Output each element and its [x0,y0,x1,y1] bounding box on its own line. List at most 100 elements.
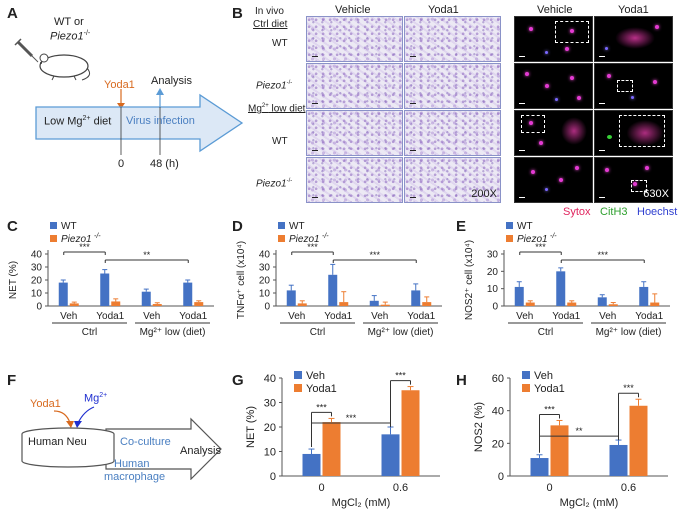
legend-swatch [50,235,57,242]
legend-label: Yoda1 [534,383,565,395]
y-tick-label: 0 [498,471,504,483]
ctrl-diet-label: Ctrl diet [253,19,288,30]
legend-cith3: CitH3 [600,206,628,218]
f-yoda1-label: Yoda1 [30,398,61,410]
bar [302,453,321,476]
diet-label: Low Mg2+ diet [44,115,111,128]
genotype-line1: WT or [54,16,84,28]
legend-swatch [294,371,302,379]
panel-label-d: D [232,218,243,235]
bar [328,274,338,306]
bar [650,302,660,306]
fluorescence-image: 630X [594,157,673,203]
time-48: 48 (h) [150,158,179,170]
row-label-piezo-1: Piezo1-/- [256,80,292,91]
bar [639,286,649,306]
panel-label-c: C [7,218,18,235]
bar [525,302,535,306]
y-tick-label: 10 [264,447,276,459]
group-label: Ctrl [310,327,326,338]
legend-swatch [522,371,530,379]
y-axis-label: NET (%) [245,406,257,448]
significance-label: *** [346,413,357,423]
y-tick-label: 10 [259,289,271,300]
fluorescence-image [594,63,673,109]
bar [629,405,648,476]
bar [339,302,349,306]
row-label-piezo-2: Piezo1-/- [256,178,292,189]
mg-diet-label: Mg2+ low diet [248,103,305,114]
y-tick-label: 40 [264,373,276,385]
y-axis-label: NOS2 (%) [473,402,485,452]
panel-label-f: F [7,372,17,389]
bar [597,297,607,306]
x-tick-label: Yoda1 [179,311,207,322]
mg-diet-sup: 2+ [261,103,269,109]
y-tick-label: 0 [264,302,270,313]
bar [111,301,121,306]
legend-label-sup: -/- [550,233,557,240]
coculture-label: Co-culture [120,436,171,448]
bar [183,282,193,306]
y-tick-label: 30 [264,398,276,410]
legend-label: Veh [534,370,553,382]
legend-swatch [50,222,57,229]
y-tick-label: 40 [492,406,504,418]
genotype-piezo-label: Piezo1-/- [50,30,90,43]
histology-image [404,110,501,156]
significance-label: *** [544,404,555,414]
group-label: Ctrl [538,327,554,338]
x-tick-label: 0.6 [621,482,636,494]
x-axis-label: MgCl₂ (mM) [560,497,619,509]
legend-label-sup: -/- [322,233,329,240]
diet-text: Low Mg [44,115,83,128]
macrophage-label-2: macrophage [104,471,166,483]
legend-hoechst: Hoechst [637,206,678,218]
chart-d: 0 10 20 30 40 TNFα⁺ cell (x10⁴) WT Piezo1 -/- Veh… [236,221,442,338]
significance-label: *** [395,371,406,381]
legend-label: Veh [306,370,325,382]
legend-label: Piezo1 [289,234,320,245]
x-tick-label: Yoda1 [552,311,580,322]
bar [530,458,549,476]
bar [381,434,400,476]
x-tick-label: Veh [599,311,616,322]
y-tick-label: 30 [487,250,499,261]
fluorescence-image [514,16,593,62]
macrophage-label-1: Human [114,458,150,470]
bar [380,304,390,306]
row-label-wt-1: WT [272,38,288,49]
bar [411,290,421,306]
col-label-vehicle-fluor: Vehicle [537,4,573,16]
bar [69,303,79,306]
y-tick-label: 20 [264,422,276,434]
analysis-label: Analysis [151,75,192,87]
fluorescence-image [514,157,593,203]
legend-label: Piezo1 [61,234,92,245]
bar [567,302,577,306]
bar [141,291,151,306]
yoda1-label: Yoda1 [104,79,135,91]
bar [550,425,569,476]
chart-e: 0 10 20 30 NOS2⁺ cell (x10⁴) WT Piezo1 -/- Veh Yo… [464,221,670,338]
bar [194,302,204,306]
mg-diet-text: Mg [248,103,262,115]
bar [369,300,379,306]
x-tick-label: 0.6 [393,482,408,494]
bar [297,303,307,306]
row-piezo-1-sup: -/- [286,80,293,86]
infection-label: Virus infection [126,115,195,127]
x-tick-label: Veh [288,311,305,322]
bar [286,290,296,306]
timeline-diagram [35,88,244,155]
x-tick-label: Veh [516,311,533,322]
y-tick-label: 60 [492,373,504,385]
coculture-diagram [21,406,222,480]
y-tick-label: 20 [492,438,504,450]
x-tick-label: 0 [546,482,552,494]
significance-label: *** [535,242,546,252]
x-tick-label: Veh [371,311,388,322]
bar [58,282,68,306]
